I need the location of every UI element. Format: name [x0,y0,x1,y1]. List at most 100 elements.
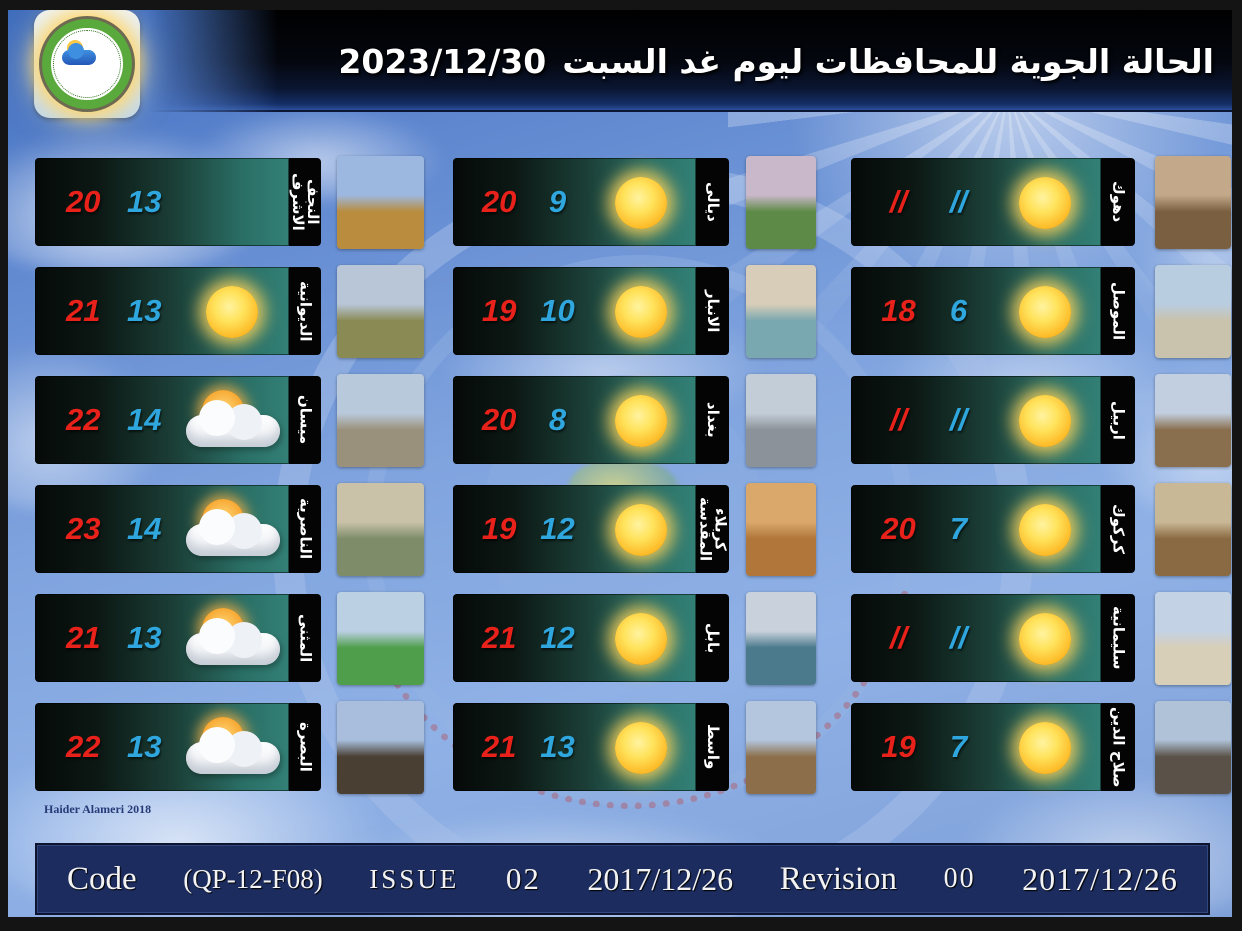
province-name: دهوك [1109,181,1128,223]
province-photo [1155,701,1231,794]
province-card: // // اربيل [851,374,1231,467]
province-card: 19 10 الانبار [453,265,816,358]
min-temp: 7 [949,729,968,764]
sun-icon [1018,722,1071,774]
footer-bar: Code (QP-12-F08) ISSUE 02 2017/12/26 Rev… [35,843,1210,915]
weather-icon [989,497,1102,561]
province-photo [1155,265,1231,358]
province-card: // // سليمانية [851,592,1231,685]
province-photo [337,265,424,358]
min-temp: // [949,184,968,219]
header-band [148,10,1232,112]
min-temp: 6 [949,293,968,328]
province-card: 19 7 صلاح الدين [851,701,1231,794]
province-photo [337,592,424,685]
province-name-strip: صلاح الدين [1101,703,1135,791]
weather-panel: 19 10 [453,267,696,355]
min-temp: 12 [540,511,575,546]
title-date: 2023/12/30 [338,42,547,81]
weather-panel: 18 6 [851,267,1101,355]
province-name-strip: كركوك [1101,485,1135,573]
cloud-icon [185,400,280,447]
province-card: 20 8 بغداد [453,374,816,467]
sun-icon [1018,504,1071,556]
province-name-strip: واسط [696,703,729,791]
province-name: المثنى [296,613,315,663]
province-name: ديالى [704,182,722,222]
province-name-strip: اربيل [1101,376,1135,464]
min-temp: 9 [548,184,567,219]
weather-panel: 19 12 [453,485,696,573]
province-name: النجف الاشرف [289,173,321,231]
org-logo [34,10,140,118]
province-column-central: 20 9 ديالى 19 10 الانبار 20 8 [453,156,816,794]
weather-icon [989,170,1102,234]
province-photo [337,156,424,249]
province-name: الديوانية [296,280,315,342]
sun-icon [615,613,668,665]
province-photo [1155,592,1231,685]
province-name: بابل [704,622,722,654]
province-photo [746,374,816,467]
province-name-strip: بغداد [696,376,729,464]
province-name-strip: ميسان [289,376,321,464]
cloud-icon [185,509,280,556]
province-name-strip: النجف الاشرف [289,158,321,246]
province-name-strip: ديالى [696,158,729,246]
sun-icon [615,504,668,556]
province-photo [746,483,816,576]
weather-icon [989,388,1102,452]
sun-icon [1018,286,1071,338]
weather-icon [175,388,289,452]
province-card: 21 13 واسط [453,701,816,794]
min-temp: 13 [126,184,162,219]
province-photo [1155,374,1231,467]
province-name-strip: بابل [696,594,729,682]
province-name-strip: دهوك [1101,158,1135,246]
footer-revision-number: 00 [943,863,976,894]
province-card: 18 6 الموصل [851,265,1231,358]
max-temp: 23 [66,511,101,546]
weather-icon [989,279,1102,343]
title-text: الحالة الجوية للمحافظات ليوم غد السبت [562,42,1214,81]
max-temp: // [889,620,908,655]
page-title: الحالة الجوية للمحافظات ليوم غد السبت 202… [338,42,1214,81]
weather-icon [587,170,696,234]
province-card: 20 7 كركوك [851,483,1231,576]
min-temp: 7 [949,511,968,546]
weather-icon [587,497,696,561]
province-photo [1155,156,1231,249]
max-temp: 19 [481,511,517,546]
weather-panel: 21 12 [453,594,696,682]
province-card: 22 14 ميسان [35,374,424,467]
weather-icon [587,388,696,452]
province-name: بغداد [704,402,722,438]
weather-icon [587,606,696,670]
province-name: ميسان [296,395,315,445]
weather-icon [989,715,1102,779]
province-name-strip: الديوانية [289,267,321,355]
max-temp: 18 [881,293,916,328]
footer-issue-label: ISSUE [369,863,460,894]
province-photo [337,483,424,576]
cloud-icon [185,727,280,774]
province-card: // // دهوك [851,156,1231,249]
sun-icon [1018,177,1071,229]
weather-panel: 21 13 [35,267,289,355]
province-name: اربيل [1109,400,1128,440]
sun-icon [205,286,258,338]
province-name-strip: الانبار [696,267,729,355]
min-temp: 13 [126,729,162,764]
province-card: 23 14 الناصرية [35,483,424,576]
logo-cloud-icon [62,43,96,65]
province-card: 21 13 الديوانية [35,265,424,358]
weather-icon [587,279,696,343]
province-name: سليمانية [1109,606,1128,670]
footer-code-label: Code [67,860,137,897]
sun-icon [615,395,668,447]
weather-panel: // // [851,158,1101,246]
max-temp: 20 [66,184,101,219]
province-name-strip: الناصرية [289,485,321,573]
province-name: البصرة [296,722,315,772]
